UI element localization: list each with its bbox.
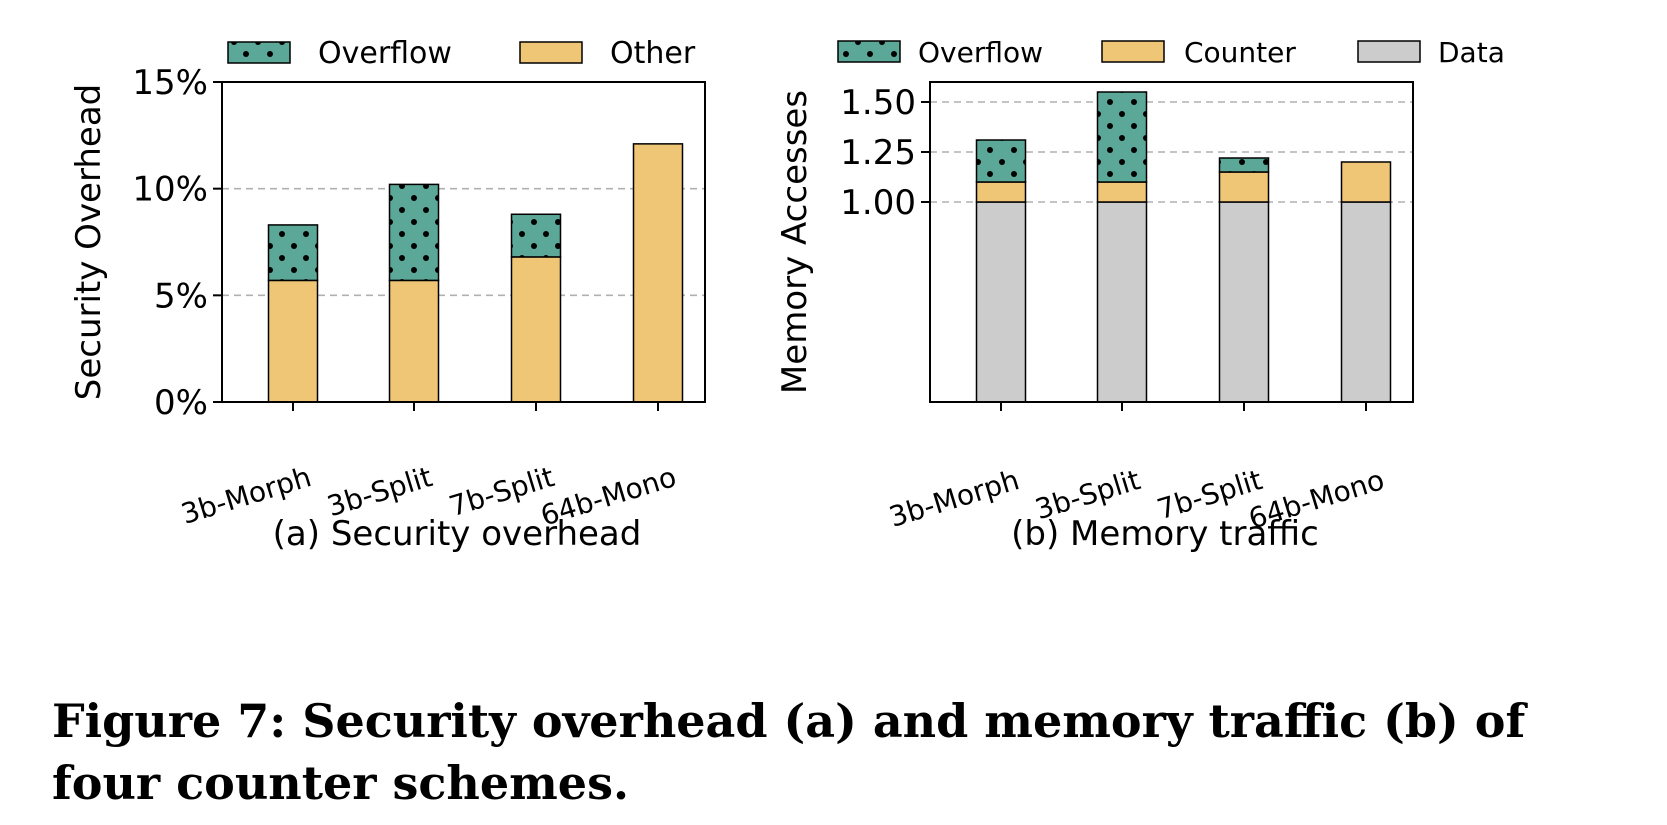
bar-overflow-3b-morph [975,139,1027,183]
bar-data-7b-split [1218,201,1270,403]
legend-label-counter: Counter [1184,36,1296,69]
bar-counter-3b-split [1096,181,1148,203]
bar-counter-64b-mono [1340,161,1392,203]
x-tick-label: 3b-Morph [885,463,1023,534]
y-tick-label: 15% [132,63,208,103]
y-tick-label: 1.00 [840,183,916,223]
legend-label-data: Data [1438,36,1505,69]
bar-counter-7b-split [1218,171,1270,203]
chart-security-overhead: 0%5%10%15%3b-Morph 3b-Split 7b-Split64b-Mo… [69,36,706,554]
bar-overflow-3b-split [388,183,440,282]
y-axis-label: Security Overhead [69,84,109,401]
bar-overflow-3b-split [1096,91,1148,183]
legend-swatch-data [1357,40,1421,63]
bar-data-3b-morph [975,201,1027,403]
legend-label-overflow: Overflow [318,36,452,71]
bar-overflow-7b-split [1218,157,1270,173]
axes-frame [221,81,706,403]
y-tick-label: 1.25 [840,133,916,173]
axes-frame [929,81,1414,403]
legend-swatch-counter [1101,40,1165,63]
figure-caption: Figure 7: Security overhead (a) and memo… [52,694,1526,810]
legend: Overflow Counter Data [837,36,1505,69]
y-tick-label: 10% [132,170,208,210]
y-tick-label: 1.50 [840,83,916,123]
bar-overflow-7b-split [510,213,562,258]
legend-label-overflow: Overflow [918,36,1043,69]
y-tick-label: 0% [154,383,208,423]
legend-swatch-overflow [227,41,291,64]
legend-swatch-overflow [837,40,901,63]
bar-other-7b-split [510,256,562,403]
legend: Overflow Other [227,36,696,71]
subcaption: (a) Security overhead [273,514,642,554]
legend-label-other: Other [610,36,696,71]
subcaption: (b) Memory traffic [1011,514,1319,554]
bar-counter-3b-morph [975,181,1027,203]
bar-data-64b-mono [1340,201,1392,403]
figure-canvas: 0%5%10%15%3b-Morph 3b-Split 7b-Split64b-Mo… [69,36,1505,554]
bar-data-3b-split [1096,201,1148,403]
y-axis-label: Memory Accesses [775,90,815,394]
y-tick-label: 5% [154,276,208,316]
legend-swatch-other [519,41,583,64]
bar-overflow-3b-morph [267,224,319,282]
bar-other-3b-morph [267,279,319,403]
bar-other-64b-mono [632,143,684,403]
bar-other-3b-split [388,279,440,403]
